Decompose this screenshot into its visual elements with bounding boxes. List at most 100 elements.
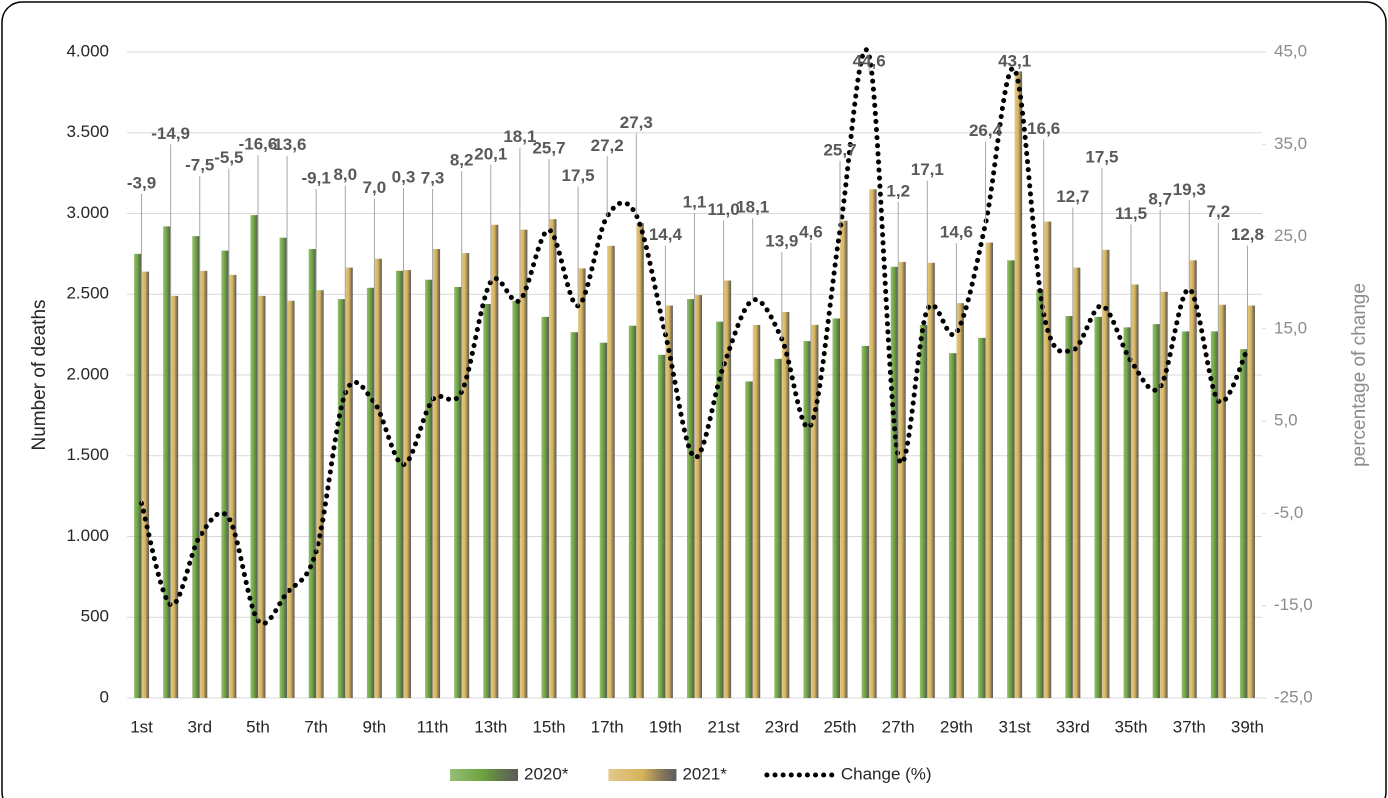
bar (519, 229, 528, 698)
data-label: 8,2 (450, 151, 474, 170)
data-label: 13,9 (765, 231, 798, 250)
bar (628, 325, 637, 698)
data-label: 25,7 (823, 140, 856, 159)
data-label: 12,8 (1231, 225, 1264, 244)
data-label: -13,6 (268, 135, 307, 154)
bar (1181, 331, 1190, 698)
bar (578, 268, 586, 698)
bar (803, 341, 811, 698)
data-label: 7,3 (421, 169, 445, 188)
data-label: -7,5 (185, 156, 214, 175)
bar (716, 321, 724, 698)
y2-axis-title: percentage of change (1349, 283, 1370, 467)
y-tick-label: 3.500 (66, 122, 109, 141)
y-tick-label: 1.000 (66, 526, 109, 545)
bar (1247, 305, 1255, 698)
data-label: 44,6 (853, 51, 886, 70)
bar (840, 220, 848, 698)
y-tick-label: 1.500 (66, 445, 109, 464)
x-tick-label: 5th (246, 717, 270, 736)
x-tick-label: 17th (591, 717, 624, 736)
data-label: 26,4 (969, 121, 1003, 140)
bar (723, 280, 732, 698)
bar (657, 354, 666, 698)
data-label: 18,1 (736, 198, 769, 217)
y2-tick-label: -15,0 (1274, 595, 1313, 614)
bar (636, 223, 644, 698)
y-tick-label: 500 (81, 607, 109, 626)
bar (374, 258, 382, 698)
bar (250, 215, 258, 699)
y-axis-title: Number of deaths (29, 299, 50, 450)
data-label: 8,7 (1148, 189, 1172, 208)
y-tick-label: 0 (100, 687, 109, 706)
x-tick-label: 25th (823, 717, 856, 736)
data-label: 17,5 (1085, 147, 1118, 166)
bar (228, 274, 237, 698)
bar (781, 312, 790, 698)
data-label: -3,9 (127, 173, 156, 192)
legend-label: 2021* (682, 764, 727, 783)
data-label: 1,1 (683, 193, 707, 212)
bar (425, 279, 433, 698)
bar (948, 353, 957, 698)
x-tick-label: 33rd (1056, 717, 1090, 736)
bar (287, 300, 295, 698)
data-label: 27,2 (591, 136, 624, 155)
bar (345, 267, 353, 698)
y-tick-label: 4.000 (66, 41, 109, 60)
y-tick-label: 2.500 (66, 284, 109, 303)
x-tick-label: 23rd (765, 717, 799, 736)
bar (1239, 349, 1248, 698)
data-label: 14,6 (940, 223, 973, 242)
y2-tick-label: 25,0 (1274, 226, 1307, 245)
bar (985, 242, 994, 698)
bar (316, 290, 324, 698)
bar (1152, 324, 1161, 698)
bar (308, 249, 317, 698)
x-tick-label: 7th (304, 717, 328, 736)
bar (221, 250, 229, 698)
x-tick-label: 29th (940, 717, 973, 736)
data-label: 7,0 (363, 178, 387, 197)
data-label: 8,0 (333, 165, 357, 184)
x-tick-label: 11th (417, 717, 449, 736)
bar (395, 270, 404, 698)
data-label: 14,4 (649, 225, 683, 244)
y2-tick-label: -5,0 (1274, 503, 1303, 522)
bar (1189, 260, 1197, 698)
data-label: 0,3 (392, 168, 416, 187)
bar (810, 324, 819, 698)
bar (869, 189, 877, 698)
x-tick-label: 39th (1231, 717, 1264, 736)
bar (483, 303, 491, 698)
bar (956, 303, 964, 698)
legend-label: 2020* (524, 764, 569, 783)
data-label: 20,1 (474, 144, 507, 163)
bar (134, 253, 142, 698)
data-label: 7,2 (1207, 202, 1231, 221)
y2-tick-label: 5,0 (1274, 411, 1298, 430)
bar (366, 287, 375, 698)
data-label: -9,1 (302, 169, 331, 188)
bar (774, 358, 782, 698)
bar (927, 262, 935, 698)
x-tick-label: 19th (649, 717, 682, 736)
data-label: 18,1 (503, 127, 536, 146)
bar (599, 342, 608, 698)
y2-tick-label: 35,0 (1274, 134, 1307, 153)
bar (890, 266, 899, 698)
bar (687, 299, 695, 698)
data-label: 17,1 (911, 160, 944, 179)
bar (694, 295, 702, 698)
x-tick-label: 35th (1114, 717, 1147, 736)
bar (1218, 304, 1226, 698)
x-tick-label: 9th (363, 717, 387, 736)
bar (192, 236, 200, 699)
bar (490, 224, 499, 698)
data-label: -5,5 (214, 148, 243, 167)
bar (541, 316, 549, 698)
bar (257, 295, 266, 698)
bar (1210, 331, 1219, 698)
